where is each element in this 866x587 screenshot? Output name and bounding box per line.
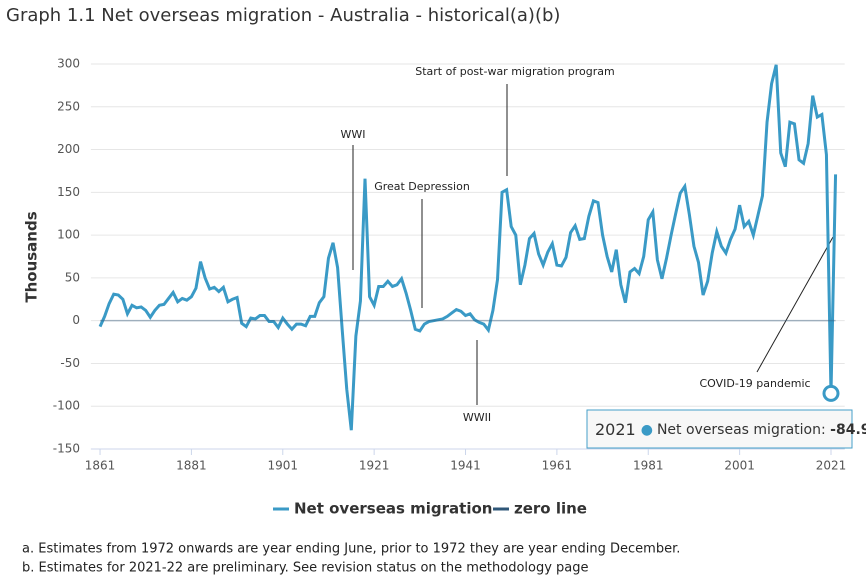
legend-label: Net overseas migration: [294, 500, 492, 518]
x-tick-label: 1881: [176, 459, 207, 473]
annotation: Start of post-war migration program: [415, 65, 615, 78]
tooltip-sep: :: [821, 422, 830, 438]
y-tick-label: -100: [53, 399, 80, 413]
y-axis-label: Thousands: [23, 211, 41, 302]
x-tick-label: 1961: [542, 459, 573, 473]
tooltip-year: 2021: [595, 420, 636, 439]
tooltip-box: [586, 409, 853, 449]
tooltip-text: 2021 ●Net overseas migration: -84.94: [595, 420, 866, 439]
data-line: [98, 64, 838, 431]
highlight-point: [822, 384, 840, 402]
x-tick-label: 1901: [268, 459, 299, 473]
y-tick-label: -150: [53, 442, 80, 456]
annotation: WWI: [341, 128, 366, 141]
chart-title: Graph 1.1 Net overseas migration - Austr…: [6, 5, 560, 26]
y-tick-label: 50: [65, 270, 80, 284]
annotation-line: [756, 236, 834, 373]
annotation: WWII: [463, 411, 491, 424]
annotation: Great Depression: [374, 180, 470, 193]
tooltip-dot: ●: [641, 422, 653, 438]
x-tick-label: 2001: [724, 459, 755, 473]
y-tick-label: 250: [57, 99, 80, 113]
y-tick-label: 150: [57, 185, 80, 199]
annotation: COVID-19 pandemic: [699, 377, 810, 390]
legend-label: zero line: [514, 500, 587, 518]
y-tick-label: 0: [72, 313, 80, 327]
y-tick-label: 200: [57, 142, 80, 156]
x-tick-label: 1861: [85, 459, 116, 473]
y-tick-label: 300: [57, 57, 80, 71]
x-tick-label: 2021: [816, 459, 847, 473]
y-tick-label: -50: [60, 356, 80, 370]
tooltip-series: Net overseas migration: [657, 422, 821, 438]
x-tick-label: 1941: [450, 459, 481, 473]
x-tick-label: 1981: [633, 459, 664, 473]
x-tick-label: 1921: [359, 459, 390, 473]
footnote: a. Estimates from 1972 onwards are year …: [22, 542, 680, 557]
footnote: b. Estimates for 2021-22 are preliminary…: [22, 561, 589, 576]
tooltip-value: -84.94: [830, 422, 866, 438]
y-tick-label: 100: [57, 228, 80, 242]
